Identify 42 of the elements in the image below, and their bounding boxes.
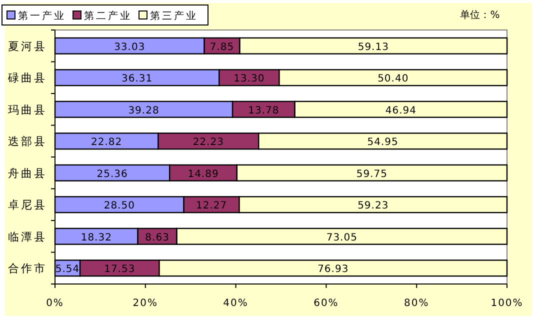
data-label: 8.63 xyxy=(145,232,170,244)
data-label: 22.23 xyxy=(192,137,224,148)
y-tick-label: 卓尼县 xyxy=(8,198,47,212)
data-label: 36.31 xyxy=(121,74,153,85)
x-tick-label: 40% xyxy=(223,298,248,309)
legend-label: 第一产业 xyxy=(18,10,66,22)
y-tick-label: 迭部县 xyxy=(8,135,47,148)
legend-label: 第二产业 xyxy=(84,10,132,22)
y-tick-label: 舟曲县 xyxy=(8,166,47,180)
x-tick-label: 20% xyxy=(132,298,158,309)
data-label: 73.05 xyxy=(326,232,358,244)
x-tick-label: 0% xyxy=(46,298,64,309)
y-tick-label: 临潭县 xyxy=(8,230,47,244)
data-label: 22.82 xyxy=(91,137,122,148)
y-tick-label: 合作市 xyxy=(8,262,47,276)
x-tick-label: 80% xyxy=(404,298,430,309)
legend-label: 第三产业 xyxy=(150,10,198,22)
data-label: 7.85 xyxy=(210,42,234,53)
data-label: 13.30 xyxy=(234,74,265,85)
data-label: 59.13 xyxy=(358,42,389,53)
data-label: 28.50 xyxy=(104,200,135,212)
data-label: 25.36 xyxy=(96,168,128,180)
data-label: 46.94 xyxy=(385,105,416,116)
data-label: 13.78 xyxy=(248,105,280,116)
y-tick-label: 夏河县 xyxy=(8,40,47,53)
data-label: 54.95 xyxy=(367,137,398,148)
y-tick-label: 碌曲县 xyxy=(7,72,47,85)
data-label: 5.54 xyxy=(55,264,80,276)
x-tick-label: 60% xyxy=(314,298,339,309)
data-label: 76.93 xyxy=(318,264,349,276)
data-label: 12.27 xyxy=(196,200,228,212)
text: 单位：% xyxy=(460,9,500,21)
data-label: 33.03 xyxy=(114,42,146,53)
data-label: 14.89 xyxy=(188,168,219,180)
data-label: 50.40 xyxy=(378,74,409,85)
data-label: 18.32 xyxy=(80,232,112,244)
data-label: 39.28 xyxy=(128,105,160,116)
data-label: 17.53 xyxy=(104,264,136,276)
data-label: 59.75 xyxy=(356,168,388,180)
x-tick-label: 100% xyxy=(490,298,524,309)
y-tick-label: 玛曲县 xyxy=(8,103,47,116)
data-label: 59.23 xyxy=(358,200,389,212)
